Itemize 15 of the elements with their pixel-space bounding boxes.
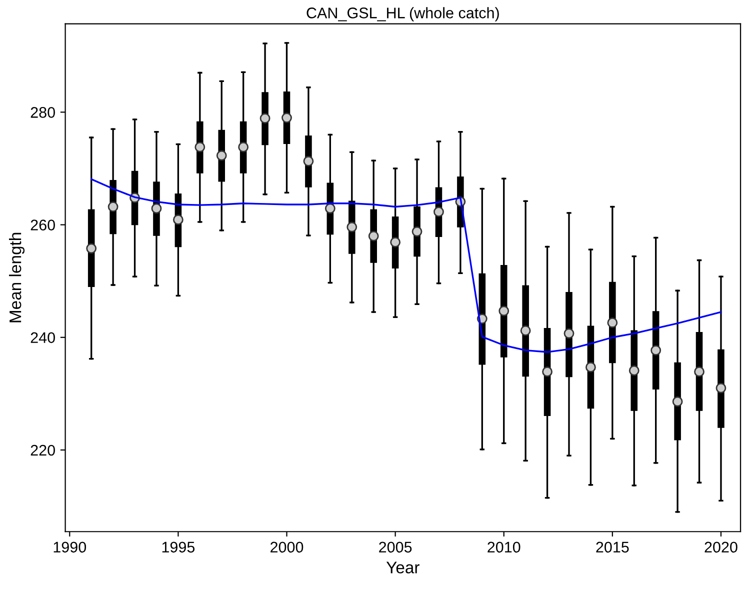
chart-title: CAN_GSL_HL (whole catch) [306,7,499,22]
x-tick-label: 2015 [596,542,629,553]
x-tick-label: 2005 [379,542,412,553]
x-tick-label: 2010 [488,542,520,553]
y-axis-title: Mean length [8,232,25,322]
x-tick-label: 1995 [162,542,195,553]
y-tick-label: 260 [30,220,55,230]
x-axis-title: Year [386,562,420,574]
line-series [90,178,722,353]
y-tick-label: 280 [30,107,55,118]
x-tick-label: 2000 [270,542,304,553]
y-tick-label: 240 [30,332,55,344]
x-tick-label: 1990 [54,542,86,553]
y-tick-label: 220 [30,444,55,456]
x-tick-label: 2020 [704,542,738,553]
